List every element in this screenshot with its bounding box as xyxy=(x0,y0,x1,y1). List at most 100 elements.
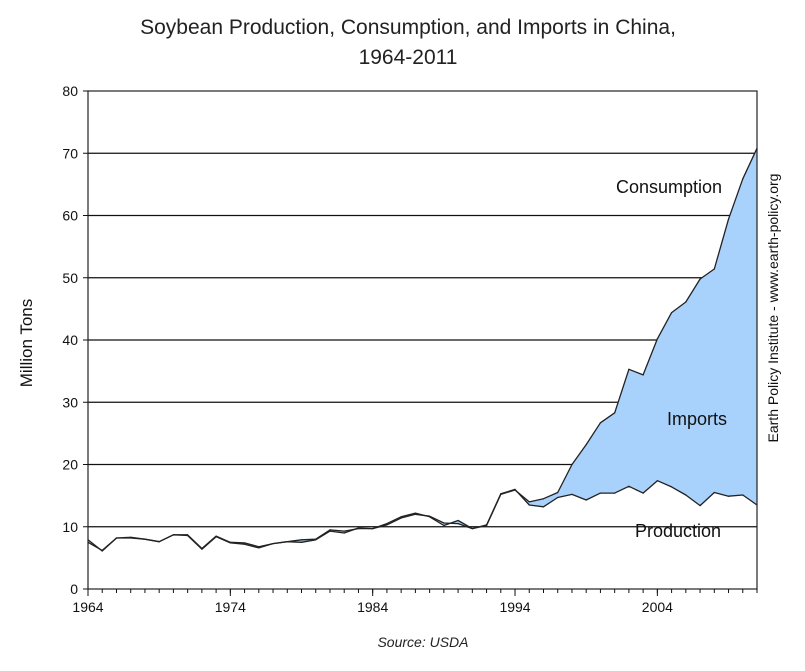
production-point xyxy=(229,542,231,544)
x-tick-label: 1994 xyxy=(499,599,530,615)
consumption-point xyxy=(343,530,345,532)
consumption-point xyxy=(528,501,530,503)
production-point xyxy=(172,534,175,536)
consumption-point xyxy=(386,524,388,526)
x-axis-ticks: 1964 1974 1984 1994 2004 xyxy=(72,589,758,615)
gridlines xyxy=(88,152,757,528)
production-point xyxy=(400,516,402,518)
production-point xyxy=(130,536,132,538)
production-point xyxy=(272,542,274,545)
source-note: Source: USDA xyxy=(377,634,468,650)
production-point xyxy=(386,523,388,525)
x-tick-label: 1974 xyxy=(215,599,246,615)
y-axis-label: Million Tons xyxy=(17,299,36,388)
production-point xyxy=(414,512,416,514)
consumption-point xyxy=(628,368,630,370)
production-point xyxy=(742,494,744,496)
production-line xyxy=(87,480,758,552)
y-tick-label: 0 xyxy=(70,581,78,597)
consumption-point xyxy=(457,523,459,525)
production-point xyxy=(201,548,203,550)
y-tick-label: 50 xyxy=(62,270,78,286)
consumption-point xyxy=(443,522,445,524)
production-point xyxy=(329,530,331,532)
production-point xyxy=(599,492,602,494)
imports-area xyxy=(88,148,757,552)
y-tick-label: 20 xyxy=(62,457,78,473)
consumption-point xyxy=(414,513,416,515)
side-note: Earth Policy Institute - www.earth-polic… xyxy=(765,174,781,443)
production-point xyxy=(557,496,559,499)
y-tick-label: 10 xyxy=(62,519,78,535)
x-tick-label: 1984 xyxy=(357,599,388,615)
y-axis-ticks: 0 10 20 30 40 50 60 70 80 xyxy=(62,83,88,597)
production-point xyxy=(699,504,701,507)
consumption-point xyxy=(699,278,701,280)
areas xyxy=(88,148,757,552)
production-point xyxy=(258,547,260,549)
consumption-point xyxy=(571,463,573,466)
production-point xyxy=(670,486,673,488)
production-point xyxy=(457,519,459,522)
consumption-point xyxy=(542,498,545,500)
production-point xyxy=(215,536,217,538)
production-point xyxy=(727,495,730,497)
y-tick-label: 40 xyxy=(62,332,78,348)
y-tick-label: 70 xyxy=(62,145,78,161)
production-point xyxy=(286,541,288,543)
consumption-point xyxy=(329,529,331,531)
consumption-point xyxy=(642,374,644,376)
chart-title: Soybean Production, Consumption, and Imp… xyxy=(140,16,676,39)
annotation-imports: Imports xyxy=(667,409,727,429)
annotation-consumption: Consumption xyxy=(616,177,722,197)
production-point xyxy=(144,538,146,540)
production-point xyxy=(343,532,345,534)
x-tick-label: 1964 xyxy=(72,599,103,615)
production-point xyxy=(471,528,473,530)
consumption-point xyxy=(599,422,602,424)
consumption-point xyxy=(585,443,587,446)
production-point xyxy=(685,494,687,496)
production-point xyxy=(514,488,516,490)
production-point xyxy=(372,528,374,530)
production-point xyxy=(115,537,118,539)
consumption-point xyxy=(742,178,744,180)
production-point xyxy=(429,516,431,518)
production-point xyxy=(642,492,644,494)
annotation-production: Production xyxy=(635,521,721,541)
production-point xyxy=(614,492,616,494)
production-point xyxy=(571,493,573,495)
production-point xyxy=(656,480,658,482)
production-point xyxy=(315,539,317,541)
production-point xyxy=(443,524,445,527)
consumption-point xyxy=(557,491,559,494)
production-point xyxy=(357,527,360,529)
consumption-point xyxy=(400,517,402,519)
production-point xyxy=(300,541,303,543)
consumption-point xyxy=(300,539,303,541)
consumption-point xyxy=(656,338,658,340)
consumption-point xyxy=(258,546,260,548)
production-point xyxy=(713,491,715,494)
y-tick-label: 30 xyxy=(62,394,78,410)
y-tick-label: 60 xyxy=(62,208,78,224)
production-point xyxy=(542,506,545,508)
chart-title-years: 1964-2011 xyxy=(359,46,458,69)
consumption-point xyxy=(727,218,730,220)
production-point xyxy=(187,534,189,537)
production-point xyxy=(628,485,630,487)
production-point xyxy=(485,524,488,526)
production-point xyxy=(528,504,530,506)
lines xyxy=(87,147,758,552)
consumption-point xyxy=(670,312,673,314)
production-point xyxy=(585,499,587,501)
x-tick-label: 2004 xyxy=(642,599,673,615)
consumption-point xyxy=(685,301,687,303)
consumption-point xyxy=(713,268,715,270)
consumption-point xyxy=(243,542,246,544)
production-point xyxy=(500,493,502,495)
y-tick-label: 80 xyxy=(62,83,78,99)
consumption-point xyxy=(614,412,616,414)
production-point xyxy=(101,550,103,552)
